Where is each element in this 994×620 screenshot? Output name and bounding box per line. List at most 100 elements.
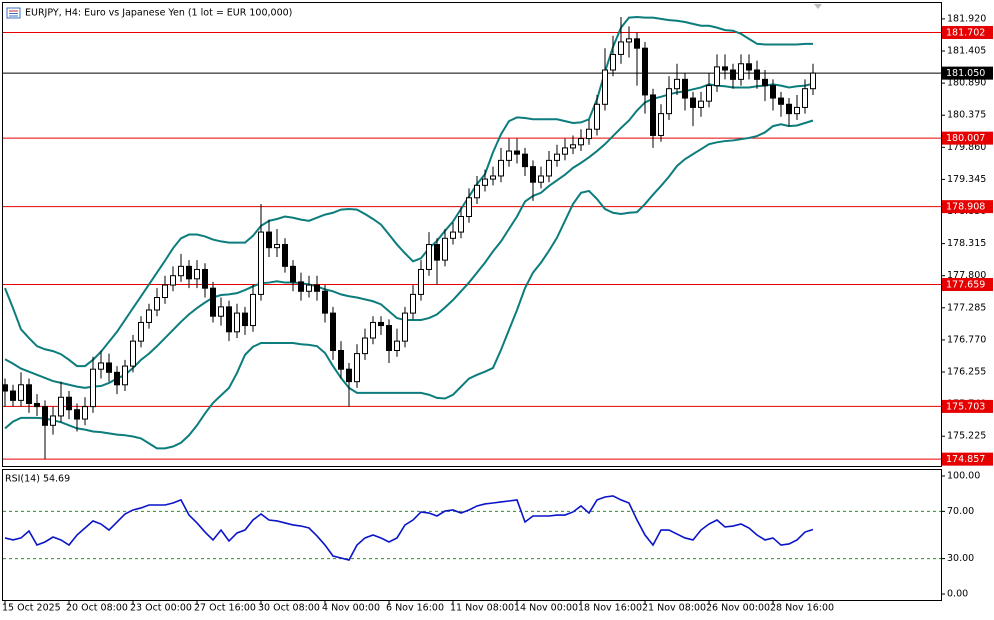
candle-body: [738, 63, 744, 80]
candle-body: [650, 94, 656, 136]
x-tick-label: 6 Nov 16:00: [386, 603, 444, 614]
candle-body: [642, 47, 648, 96]
band-middle: [4, 82, 814, 389]
level-label-box: [942, 200, 993, 214]
candle-body: [626, 38, 632, 43]
candle-body: [242, 312, 248, 327]
candle-body: [714, 66, 720, 87]
candle-body: [466, 197, 472, 217]
candle-body: [554, 153, 560, 161]
y-tick-label: 176.770: [947, 334, 986, 345]
x-tick-label: 4 Nov 00:00: [322, 603, 380, 614]
rsi-panel: [2, 469, 942, 601]
candle-body: [298, 281, 304, 292]
candle-body: [682, 78, 688, 99]
candle-body: [722, 66, 728, 71]
candle-body: [82, 406, 88, 420]
y-tick-label: 70.00: [947, 506, 974, 517]
candle-body: [426, 244, 432, 270]
candle-body: [162, 284, 168, 299]
candle-body: [202, 268, 208, 289]
x-tick-label: 30 Oct 08:00: [258, 603, 320, 614]
candle-body: [762, 78, 768, 87]
candle-body: [794, 106, 800, 115]
candle-body: [418, 268, 424, 295]
candle-body: [354, 353, 360, 383]
candle-body: [314, 284, 320, 292]
candle-body: [402, 312, 408, 342]
y-tick-label: 181.405: [947, 45, 986, 56]
y-tick-label: 30.00: [947, 553, 974, 564]
candle-body: [666, 88, 672, 115]
candle-body: [530, 166, 536, 183]
candle-body: [394, 340, 400, 351]
candle-body: [130, 340, 136, 367]
level-label: 177.659: [946, 279, 985, 290]
candle-body: [578, 138, 584, 146]
y-tick-label: 100.00: [947, 470, 980, 481]
candle-body: [378, 321, 384, 327]
candle-body: [362, 337, 368, 355]
candle-body: [154, 297, 160, 311]
candle-body: [522, 153, 528, 168]
candle-body: [690, 97, 696, 108]
symbol-icon: [6, 7, 21, 19]
band-upper: [4, 16, 813, 368]
candle-body: [98, 362, 104, 370]
candle-body: [266, 231, 272, 249]
candle-body: [10, 390, 16, 401]
candle-body: [442, 237, 448, 261]
candle-body: [274, 244, 280, 249]
level-label: 178.908: [946, 202, 985, 213]
y-tick-label: 178.315: [947, 238, 986, 249]
current-price-label: 181.050: [946, 68, 985, 79]
y-tick-label: 179.860: [947, 142, 986, 153]
x-tick-label: 21 Nov 08:00: [642, 603, 706, 614]
candle-body: [114, 371, 120, 386]
candle-body: [234, 312, 240, 333]
candle-body: [138, 321, 144, 342]
candle-body: [770, 85, 776, 99]
candle-body: [146, 309, 152, 323]
candle-body: [506, 150, 512, 161]
candle-body: [490, 175, 496, 180]
candle-body: [810, 72, 816, 90]
candle-body: [346, 368, 352, 383]
candle-body: [610, 53, 616, 71]
candle-body: [514, 150, 520, 155]
shift-marker: [814, 4, 822, 9]
candle-body: [50, 415, 56, 426]
level-label-box: [942, 452, 993, 466]
candle-body: [250, 293, 256, 327]
candle-body: [306, 284, 312, 292]
y-tick-label: 181.920: [947, 13, 986, 24]
y-tick-label: 177.285: [947, 302, 986, 313]
x-tick-label: 27 Oct 16:00: [194, 603, 256, 614]
chart-title: EURJPY, H4: Euro vs Japanese Yen (1 lot …: [25, 8, 292, 19]
candle-body: [26, 384, 32, 404]
candle-body: [258, 231, 264, 295]
candle-body: [74, 409, 80, 420]
candle-body: [178, 265, 184, 277]
candle-body: [698, 100, 704, 108]
candle-body: [194, 268, 200, 280]
candle-body: [730, 69, 736, 80]
candle-body: [802, 88, 808, 108]
level-label: 180.007: [946, 133, 985, 144]
level-label-box: [942, 277, 993, 291]
current-price-box: [942, 66, 993, 80]
y-tick-label: 0.00: [947, 589, 968, 600]
candle-body: [634, 38, 640, 49]
y-tick-label: 176.255: [947, 367, 986, 378]
candle-body: [18, 384, 24, 401]
rsi-title: RSI(14) 54.69: [5, 474, 70, 485]
x-tick-label: 14 Nov 00:00: [514, 603, 578, 614]
y-tick-label: 177.800: [947, 270, 986, 281]
x-tick-label: 23 Oct 00:00: [130, 603, 192, 614]
candle-body: [42, 406, 48, 426]
level-label: 174.857: [946, 454, 985, 465]
candle-body: [562, 147, 568, 155]
candle-body: [170, 275, 176, 286]
